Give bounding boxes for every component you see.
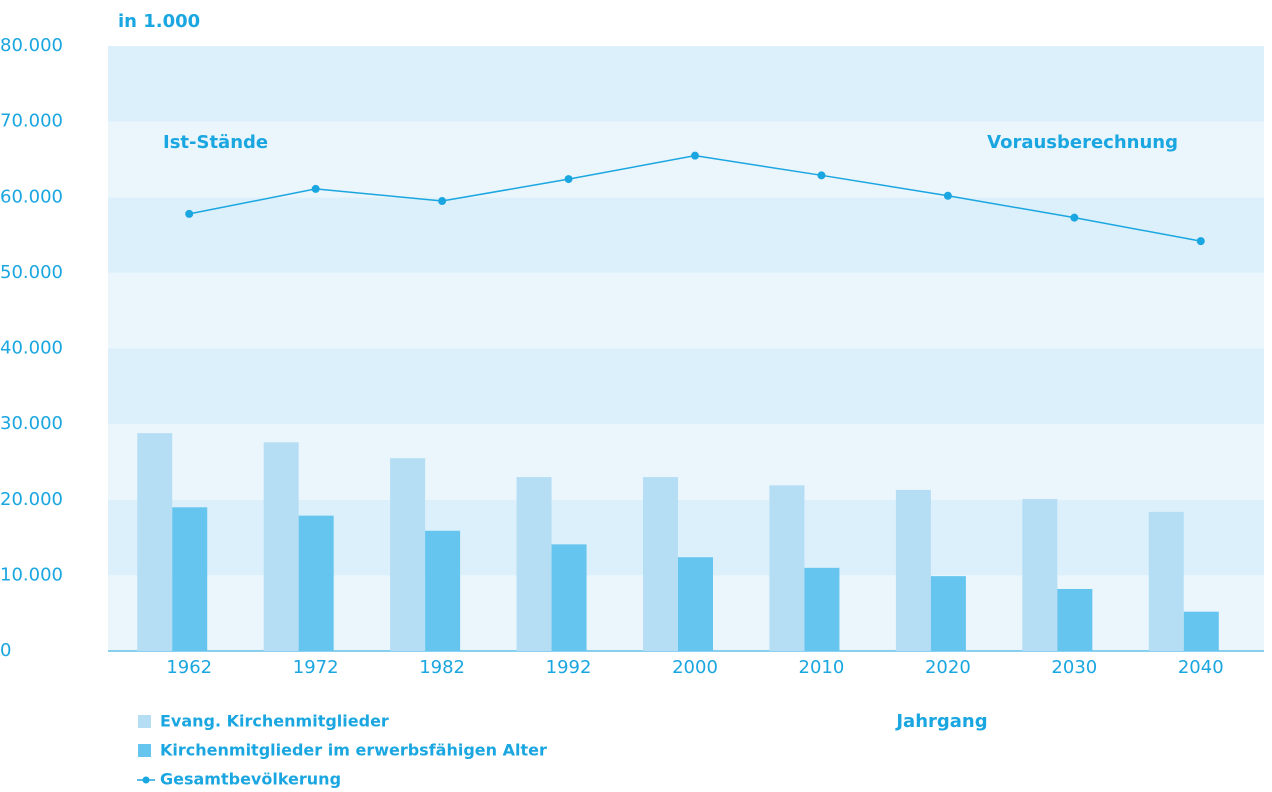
legend-swatch xyxy=(142,776,150,784)
x-tick-label: 1992 xyxy=(546,657,592,678)
legend-swatch xyxy=(138,744,151,757)
x-tick-label: 2040 xyxy=(1178,657,1224,678)
bar xyxy=(551,544,587,651)
line-point xyxy=(185,209,194,218)
bar xyxy=(1057,588,1093,651)
bar xyxy=(930,576,966,651)
line-point xyxy=(564,175,573,184)
line-point xyxy=(943,191,952,200)
grid-band xyxy=(108,272,1264,349)
y-tick-label: 60.000 xyxy=(0,186,63,207)
bar xyxy=(1148,511,1184,651)
x-tick-label: 2000 xyxy=(672,657,718,678)
bar xyxy=(298,515,334,651)
y-tick-label: 50.000 xyxy=(0,262,63,283)
x-tick-label: 2030 xyxy=(1051,657,1097,678)
y-tick-label: 70.000 xyxy=(0,111,63,132)
legend-label: Gesamtbevölkerung xyxy=(160,770,341,789)
bar xyxy=(678,557,713,651)
x-tick-label: 2020 xyxy=(925,657,971,678)
bar xyxy=(263,442,299,651)
unit-label: in 1.000 xyxy=(118,11,200,32)
y-tick-label: 20.000 xyxy=(0,489,63,510)
x-axis-label: Jahrgang xyxy=(894,711,987,732)
legend-label: Kirchenmitglieder im erwerbsfähigen Alte… xyxy=(160,741,547,760)
line-point xyxy=(1196,237,1205,246)
y-tick-label: 0 xyxy=(0,640,11,661)
x-tick-label: 1972 xyxy=(293,657,339,678)
bar xyxy=(516,477,552,651)
bar xyxy=(1022,498,1058,651)
y-tick-label: 10.000 xyxy=(0,564,63,585)
line-point xyxy=(817,171,826,180)
line-point xyxy=(438,197,447,206)
bar xyxy=(137,433,173,651)
x-tick-label: 2010 xyxy=(799,657,845,678)
bar xyxy=(895,489,931,651)
grid-band xyxy=(108,121,1264,198)
annotation: Vorausberechnung xyxy=(987,132,1178,153)
bar xyxy=(1183,611,1219,651)
bar xyxy=(804,567,840,651)
bar xyxy=(390,458,426,651)
y-tick-label: 40.000 xyxy=(0,338,63,359)
annotation: Ist-Stände xyxy=(163,132,268,153)
x-tick-label: 1962 xyxy=(166,657,212,678)
bar xyxy=(172,507,208,651)
bar xyxy=(643,477,678,651)
grid-band xyxy=(108,424,1264,500)
grid-band xyxy=(108,197,1264,273)
bar xyxy=(769,485,805,651)
x-tick-label: 1982 xyxy=(419,657,465,678)
y-tick-label: 80.000 xyxy=(0,35,63,56)
line-point xyxy=(311,184,320,193)
bar xyxy=(425,530,461,651)
line-point xyxy=(691,151,699,160)
line-point xyxy=(1070,213,1079,222)
grid-band xyxy=(108,348,1264,425)
grid-band xyxy=(108,46,1264,122)
legend-swatch xyxy=(138,715,151,728)
legend-label: Evang. Kirchenmitglieder xyxy=(160,712,389,731)
y-tick-label: 30.000 xyxy=(0,413,63,434)
